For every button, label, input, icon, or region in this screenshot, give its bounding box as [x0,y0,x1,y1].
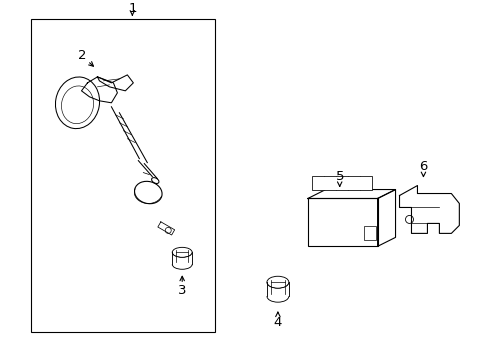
Text: 6: 6 [418,160,427,173]
Text: 3: 3 [178,284,186,297]
Text: 4: 4 [273,316,282,329]
Bar [307,198,377,246]
Text: 1: 1 [128,1,136,15]
Text: 2: 2 [78,49,86,62]
Text: 5: 5 [335,170,343,183]
Bar [363,226,375,240]
Bar [311,176,371,189]
Bar [31,19,215,332]
